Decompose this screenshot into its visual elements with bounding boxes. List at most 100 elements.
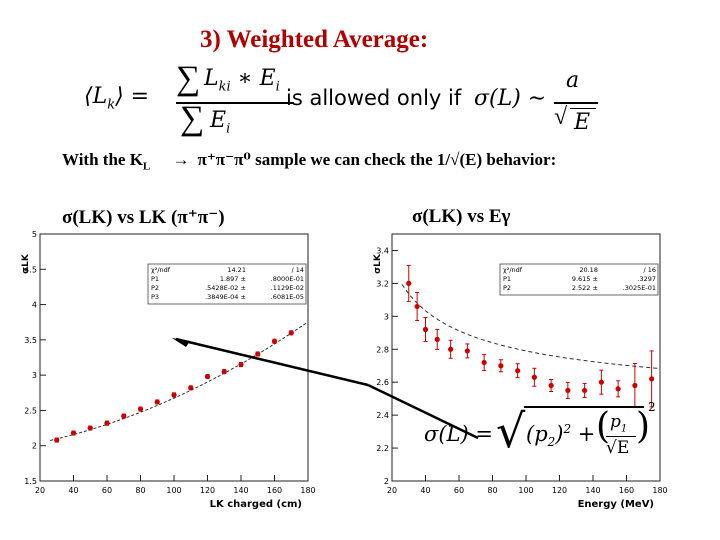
right-plot-label: σ(LK) vs Eγ — [412, 206, 511, 227]
kl-sample-sentence: With the KL → π⁺π⁻π⁰ sample we can check … — [62, 150, 557, 173]
data-point — [70, 430, 77, 436]
stat-name: P3 — [151, 293, 159, 301]
data-point — [565, 387, 571, 394]
x-tick-label: 180 — [652, 486, 667, 495]
data-point — [434, 336, 440, 342]
stat-value: 9.615 ± — [572, 275, 598, 283]
fit-curve — [401, 284, 661, 370]
data-point — [481, 359, 487, 366]
data-point — [498, 363, 504, 369]
x-tick-label: 160 — [267, 486, 282, 495]
stat-error: .8000E-01 — [271, 275, 304, 283]
data-point — [649, 376, 655, 382]
data-point — [515, 368, 521, 374]
x-tick-label: 160 — [619, 486, 634, 495]
data-point — [406, 280, 412, 286]
stat-value: 20.18 — [579, 266, 598, 274]
y-tick-label: 2.8 — [376, 345, 389, 354]
y-axis-label: σLK — [21, 253, 31, 274]
y-tick-label: 2 — [384, 477, 389, 486]
data-point — [598, 379, 604, 385]
data-point — [238, 361, 244, 368]
slide-title: 3) Weighted Average: — [200, 26, 429, 53]
stat-name: P1 — [503, 275, 511, 283]
stat-error: .3025E-01 — [623, 284, 656, 292]
data-point — [531, 374, 537, 380]
sigma-fit-formula: σ(L) = √ (p2)2 + ( p1 √E ) 2 — [424, 400, 656, 458]
data-point — [582, 387, 588, 394]
data-point — [615, 386, 621, 392]
data-point — [464, 348, 470, 354]
x-tick-label: 100 — [518, 486, 533, 495]
stat-name: χ²/ndf — [151, 266, 171, 274]
data-point — [271, 338, 278, 344]
data-point — [221, 369, 227, 375]
data-point — [632, 382, 638, 389]
x-tick-label: 120 — [200, 486, 215, 495]
data-point — [255, 351, 261, 357]
left-plot-label: σ(LK) vs LK (π⁺π⁻) — [62, 207, 225, 228]
y-tick-label: 1.5 — [24, 477, 37, 486]
x-tick-label: 40 — [420, 486, 430, 495]
y-tick-label: 3.4 — [376, 246, 389, 255]
y-tick-label: 2.5 — [24, 406, 37, 415]
stat-name: P1 — [151, 275, 159, 283]
stat-name: χ²/ndf — [503, 266, 523, 274]
x-tick-label: 140 — [233, 486, 248, 495]
weighted-average-formula: ⟨Lk⟩ = ∑ Lki ∗ Ei ∑ Ei is allowed only i… — [80, 58, 640, 138]
stat-value: 2.522 ± — [572, 284, 598, 292]
x-tick-label: 100 — [166, 486, 181, 495]
fit-stats-box: χ²/ndf 14.21 / 14 P1 1.897 ± .8000E-01 P2 .5428… — [147, 263, 307, 305]
stat-value: 1.897 ± — [220, 275, 246, 283]
y-tick-label: 2.2 — [376, 444, 389, 453]
y-tick-label: 4.5 — [24, 265, 37, 274]
x-axis-label: Energy (MeV) — [578, 499, 654, 510]
stat-error: .1129E-02 — [271, 284, 304, 292]
y-tick-label: 3.5 — [24, 336, 37, 345]
formula-text: is allowed only if — [286, 86, 462, 110]
data-point — [154, 399, 160, 405]
y-tick-label: 3.2 — [376, 279, 389, 288]
stat-error: / 14 — [291, 266, 304, 274]
stat-value: .3849E-04 ± — [205, 293, 246, 301]
data-point — [188, 385, 194, 391]
x-tick-label: 140 — [585, 486, 600, 495]
y-tick-label: 2.4 — [376, 411, 389, 420]
y-tick-label: 2 — [32, 442, 37, 451]
data-point — [137, 406, 144, 412]
stat-name: P2 — [503, 284, 511, 292]
data-point — [121, 413, 127, 419]
x-tick-label: 60 — [102, 486, 112, 495]
y-tick-label: 5 — [32, 230, 37, 239]
stat-error: / 16 — [643, 266, 656, 274]
y-tick-label: 3 — [32, 371, 37, 380]
x-tick-label: 40 — [68, 486, 78, 495]
x-tick-label: 180 — [300, 486, 315, 495]
stat-error: .3297 — [637, 275, 656, 283]
data-point — [204, 373, 211, 380]
y-tick-label: 4 — [32, 301, 37, 310]
fit-curve — [49, 321, 309, 441]
x-tick-label: 80 — [487, 486, 497, 495]
stat-error: .6081E-05 — [271, 293, 304, 301]
fit-stats-box: χ²/ndf 20.18 / 16 P1 9.615 ± .3297 P2 2.522 ± .3… — [499, 263, 659, 296]
x-tick-label: 60 — [454, 486, 464, 495]
x-tick-label: 120 — [552, 486, 567, 495]
data-point — [54, 437, 60, 443]
data-point — [104, 420, 110, 426]
x-tick-label: 80 — [135, 486, 145, 495]
data-point — [171, 392, 177, 398]
stat-value: .5428E-02 ± — [205, 284, 246, 292]
data-point — [414, 303, 420, 310]
data-point — [87, 425, 93, 431]
data-point — [448, 346, 454, 352]
x-axis-label: LK charged (cm) — [210, 499, 302, 510]
x-tick-label: 20 — [387, 486, 397, 495]
data-point — [288, 330, 294, 336]
stat-name: P2 — [151, 284, 159, 292]
stat-value: 14.21 — [227, 266, 246, 274]
y-tick-label: 3 — [384, 312, 389, 321]
y-tick-label: 2.6 — [376, 378, 389, 387]
y-axis-label: σLK — [373, 253, 383, 274]
data-point — [422, 326, 429, 333]
